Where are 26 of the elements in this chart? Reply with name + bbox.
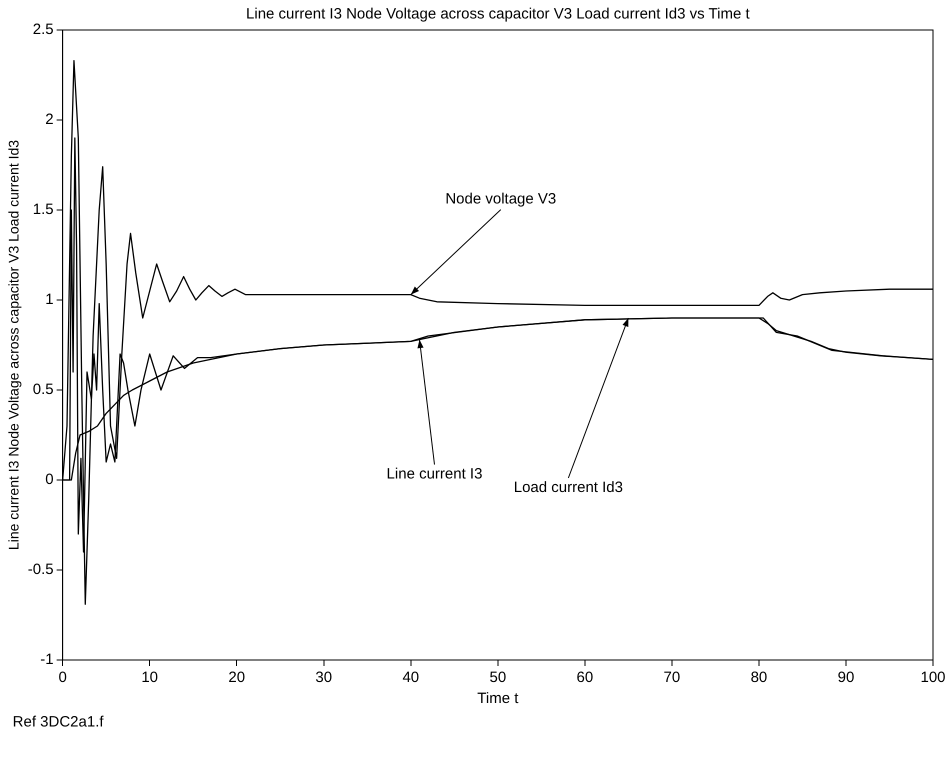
chart-title: Line current I3 Node Voltage across capacitor V3 Load current Id3 vs Time t <box>246 6 750 23</box>
y-tick-label: -0.5 <box>28 561 54 578</box>
x-tick-label: 20 <box>228 669 246 686</box>
x-tick-label: 50 <box>489 669 506 686</box>
y-tick-label: 2.5 <box>32 21 54 38</box>
x-tick-label: 30 <box>315 669 332 686</box>
x-tick-label: 90 <box>838 669 854 686</box>
y-tick-label: -1 <box>40 651 54 668</box>
y-tick-label: 1 <box>45 291 54 308</box>
annotation: Line current I3 <box>386 466 482 483</box>
x-axis-title: Time t <box>477 690 520 708</box>
x-tick-label: 70 <box>664 669 680 686</box>
x-tick-label: 80 <box>750 669 768 686</box>
annotation: Node voltage V3 <box>445 190 556 208</box>
x-tick-label: 100 <box>920 669 946 686</box>
x-tick-label: 10 <box>141 669 158 686</box>
y-axis-title: Line current I3 Node Voltage across capacitor V3 Load current Id3 <box>5 140 22 550</box>
annotation: Load current Id3 <box>514 479 623 496</box>
y-tick-label: 1.5 <box>32 201 54 218</box>
y-tick-label: 0.5 <box>32 381 54 398</box>
x-tick-label: 0 <box>58 669 67 686</box>
y-tick-label: 2 <box>45 111 54 128</box>
x-tick-label: 40 <box>402 669 420 686</box>
text: Ref 3DC2a1.f <box>12 714 104 731</box>
y-tick-label: 0 <box>45 471 54 488</box>
x-tick-label: 60 <box>576 669 594 686</box>
